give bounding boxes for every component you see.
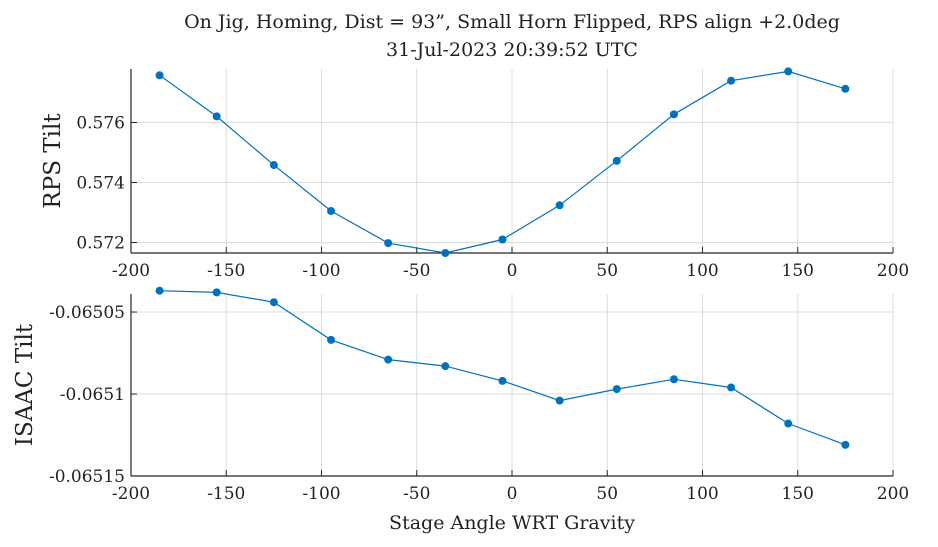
x-tick-label: 0 (507, 484, 518, 504)
x-tick-label: -50 (403, 484, 430, 504)
data-point (441, 362, 450, 371)
subplot-1: -200 -150 -100 -50 0 50 100 150 200 0.572 0.574 0.5… (40, 67, 909, 281)
x-tick-label: -150 (207, 261, 245, 281)
x-tick-label: -200 (112, 261, 150, 281)
data-point (669, 375, 678, 384)
data-point (612, 156, 621, 165)
data-point (555, 396, 564, 405)
chart-subtitle: 31-Jul-2023 20:39:52 UTC (386, 39, 638, 61)
data-point (384, 355, 393, 364)
y-tick-label: 0.576 (76, 113, 125, 133)
x-tick-label: 50 (596, 484, 618, 504)
data-point (327, 335, 336, 344)
x-tick-label: 100 (686, 484, 718, 504)
y-tick-label: 0.574 (76, 173, 125, 193)
x-tick-label: -100 (302, 484, 340, 504)
data-point (841, 440, 850, 449)
data-point (498, 376, 507, 385)
data-point (784, 419, 793, 428)
x-tick-label: -200 (112, 484, 150, 504)
x-axis-label: Stage Angle WRT Gravity (389, 512, 635, 534)
y-axis-label: RPS Tilt (40, 113, 66, 209)
x-tick-label: -100 (302, 261, 340, 281)
data-point (155, 286, 164, 295)
data-point (841, 84, 850, 93)
data-point (269, 298, 278, 307)
data-point (727, 383, 736, 392)
x-tick-label: 200 (877, 484, 909, 504)
x-tick-label: 150 (782, 484, 814, 504)
plot-area: -200 -150 -100 -50 0 50 100 150 200 0.572 0.574 0.5… (12, 67, 909, 534)
x-tick-label: 0 (507, 261, 518, 281)
data-point (612, 385, 621, 394)
data-point (441, 249, 450, 257)
x-tick-label: 200 (877, 261, 909, 281)
x-tick-label: 150 (782, 261, 814, 281)
data-point (784, 67, 793, 76)
data-point (269, 161, 278, 170)
x-tick-label: 50 (596, 261, 618, 281)
data-point (555, 201, 564, 210)
data-point (155, 71, 164, 80)
y-tick-label: -0.06515 (49, 467, 125, 487)
data-point (669, 110, 678, 119)
data-point (727, 76, 736, 85)
y-tick-label: -0.06505 (49, 303, 125, 323)
data-point (498, 235, 507, 244)
series-line (159, 70, 846, 254)
series-line (159, 290, 846, 446)
y-axis-label: ISAAC Tilt (12, 323, 38, 446)
data-point (212, 288, 221, 297)
x-tick-label: -50 (403, 261, 430, 281)
chart-title: On Jig, Homing, Dist = 93”, Small Horn F… (184, 11, 840, 33)
x-tick-label: 100 (686, 261, 718, 281)
data-point (384, 239, 393, 248)
data-point (212, 112, 221, 121)
y-tick-label: 0.572 (76, 233, 125, 253)
x-tick-label: -150 (207, 484, 245, 504)
data-point (327, 206, 336, 215)
y-tick-label: -0.0651 (60, 385, 125, 405)
subplot-2: -200 -150 -100 -50 0 50 100 150 200 -0.06505 -0.06… (12, 286, 909, 534)
